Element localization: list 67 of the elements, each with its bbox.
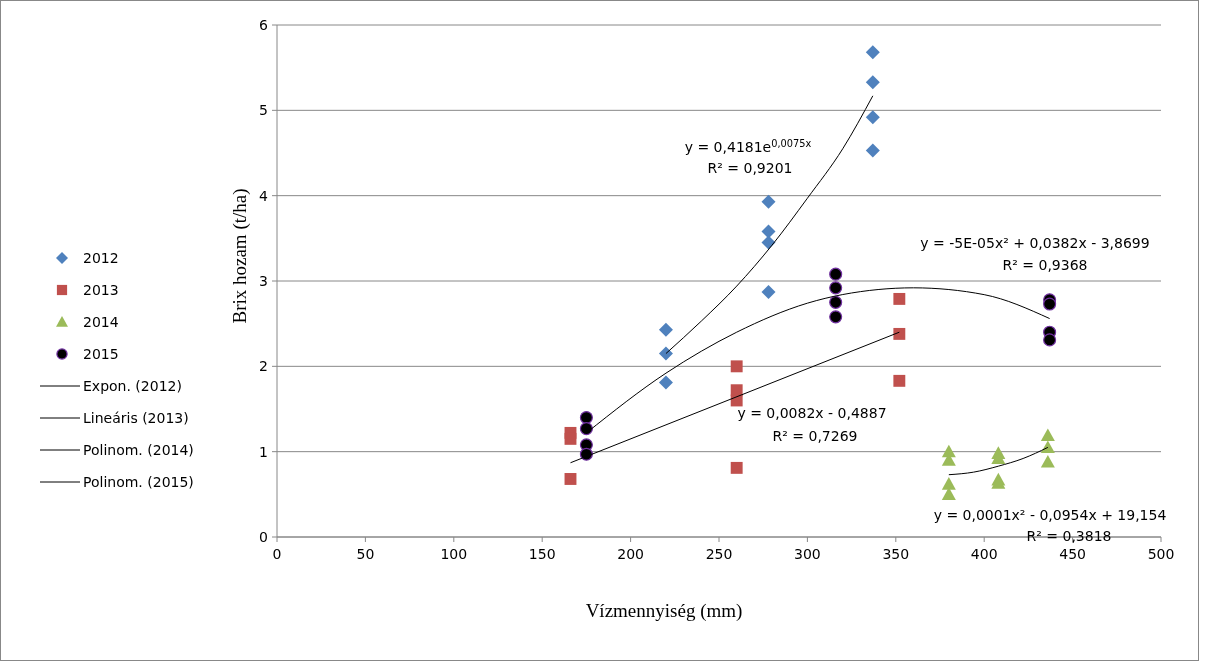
x-tick-label: 250: [705, 546, 733, 562]
y-tick-label: 1: [259, 443, 268, 460]
point: [1043, 297, 1057, 311]
point: [1040, 454, 1055, 468]
y-tick-label: 6: [259, 16, 269, 33]
annotation: y = 0,0001x² - 0,0954x + 19,154: [933, 506, 1167, 523]
point: [829, 267, 843, 281]
legend-label: Polinom. (2015): [83, 473, 194, 490]
point: [730, 360, 743, 373]
x-tick-label: 200: [617, 546, 644, 562]
point: [564, 473, 577, 485]
point: [658, 346, 673, 361]
point: [1040, 428, 1055, 442]
point: [865, 143, 880, 158]
point: [730, 384, 743, 397]
point: [564, 432, 577, 445]
point: [941, 487, 956, 500]
point: [865, 75, 880, 90]
x-tick-label: 300: [794, 546, 821, 562]
x-tick-label: 0: [272, 546, 282, 562]
x-tick-label: 400: [970, 546, 998, 562]
point: [829, 295, 843, 309]
point: [1043, 333, 1057, 347]
annotation: R² = 0,3818: [1026, 527, 1112, 544]
legend-label: Expon. (2012): [83, 377, 182, 394]
point: [1040, 440, 1055, 453]
y-tick-label: 4: [259, 187, 269, 204]
point: [865, 45, 880, 60]
x-tick-label: 350: [882, 546, 910, 562]
y-axis-title: Brix hozam (t/ha): [229, 188, 251, 324]
annotation: R² = 0,7269: [772, 427, 858, 444]
annotation: y = 0,4181e$^{0,0075x}$: [684, 137, 812, 155]
legend-label: Polinom. (2014): [83, 441, 194, 458]
point: [579, 422, 593, 436]
y-tick-label: 5: [259, 102, 268, 119]
legend-label: 2014: [83, 313, 119, 330]
point: [761, 285, 776, 300]
annotation: y = 0,0082x - 0,4887: [737, 404, 887, 421]
legend-label: Lineáris (2013): [83, 409, 189, 426]
point: [893, 327, 906, 340]
x-tick-label: 100: [440, 546, 468, 562]
y-tick-label: 2: [259, 358, 268, 375]
point: [893, 292, 906, 305]
legend-label: 2013: [83, 281, 119, 298]
point: [761, 224, 776, 239]
annotation: y = -5E-05x² + 0,0382x - 3,8699: [920, 234, 1150, 251]
x-tick-label: 50: [356, 546, 375, 562]
point: [941, 477, 956, 490]
x-tick-label: 500: [1147, 546, 1175, 562]
x-tick-label: 450: [1059, 546, 1086, 562]
point: [579, 410, 593, 425]
point: [761, 194, 776, 209]
y-tick-label: 3: [259, 272, 268, 289]
y-tick-label: 0: [259, 528, 268, 545]
point: [730, 461, 743, 474]
point: [658, 322, 673, 337]
annotation: R² = 0,9201: [707, 159, 793, 176]
point: [658, 375, 673, 390]
point: [893, 374, 906, 387]
point: [829, 310, 843, 324]
x-tick-label: 150: [528, 546, 556, 562]
legend-label: 2015: [83, 345, 119, 362]
x-axis-title: Vízmennyiség (mm): [585, 600, 743, 622]
point: [829, 281, 843, 295]
legend-label: 2012: [83, 249, 119, 266]
point: [865, 110, 880, 125]
annotation: R² = 0,9368: [1002, 256, 1088, 273]
